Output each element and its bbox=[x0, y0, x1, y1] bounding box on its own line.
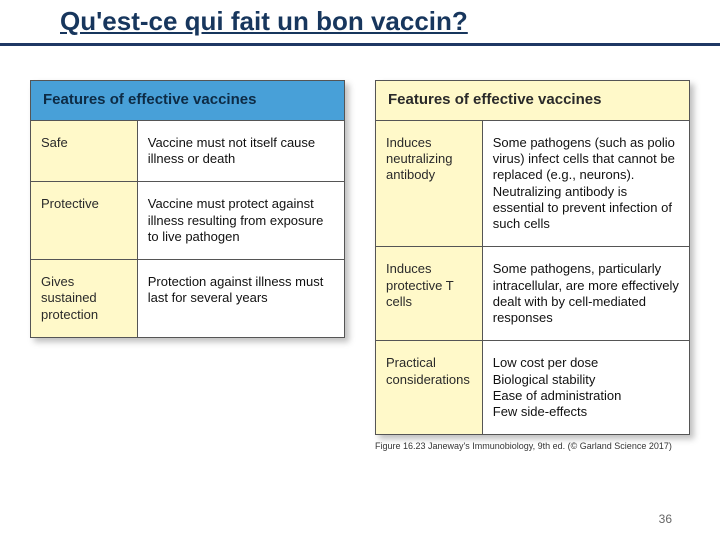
row-desc: Protection against illness must last for… bbox=[137, 260, 344, 338]
right-panel: Features of effective vaccines Induces n… bbox=[375, 80, 690, 451]
left-panel: Features of effective vaccines Safe Vacc… bbox=[30, 80, 345, 451]
row-label: Induces protective T cells bbox=[376, 247, 483, 341]
table-header: Features of effective vaccines bbox=[376, 81, 690, 121]
slide: Qu'est-ce qui fait un bon vaccin? Featur… bbox=[0, 0, 720, 540]
table-row: Safe Vaccine must not itself cause illne… bbox=[31, 120, 345, 182]
right-table: Features of effective vaccines Induces n… bbox=[375, 80, 690, 435]
left-table: Features of effective vaccines Safe Vacc… bbox=[30, 80, 345, 338]
row-label: Safe bbox=[31, 120, 138, 182]
table-row: Practical considerations Low cost per do… bbox=[376, 341, 690, 435]
content-area: Features of effective vaccines Safe Vacc… bbox=[30, 80, 690, 451]
table-header-row: Features of effective vaccines bbox=[376, 81, 690, 121]
row-desc: Some pathogens (such as polio virus) inf… bbox=[482, 120, 689, 247]
table-row: Gives sustained protection Protection ag… bbox=[31, 260, 345, 338]
row-desc: Vaccine must protect against illness res… bbox=[137, 182, 344, 260]
table-header-row: Features of effective vaccines bbox=[31, 81, 345, 121]
row-desc: Vaccine must not itself cause illness or… bbox=[137, 120, 344, 182]
page-number: 36 bbox=[659, 512, 672, 526]
row-desc: Some pathogens, particularly intracellul… bbox=[482, 247, 689, 341]
row-label: Induces neutralizing antibody bbox=[376, 120, 483, 247]
row-label: Practical considerations bbox=[376, 341, 483, 435]
page-title: Qu'est-ce qui fait un bon vaccin? bbox=[60, 6, 720, 37]
table-row: Protective Vaccine must protect against … bbox=[31, 182, 345, 260]
table-row: Induces neutralizing antibody Some patho… bbox=[376, 120, 690, 247]
table-row: Induces protective T cells Some pathogen… bbox=[376, 247, 690, 341]
title-area: Qu'est-ce qui fait un bon vaccin? bbox=[0, 0, 720, 37]
table-header: Features of effective vaccines bbox=[31, 81, 345, 121]
figure-caption: Figure 16.23 Janeway's Immunobiology, 9t… bbox=[375, 441, 690, 451]
row-desc: Low cost per dose Biological stability E… bbox=[482, 341, 689, 435]
title-rule bbox=[0, 43, 720, 46]
row-label: Protective bbox=[31, 182, 138, 260]
row-label: Gives sustained protection bbox=[31, 260, 138, 338]
